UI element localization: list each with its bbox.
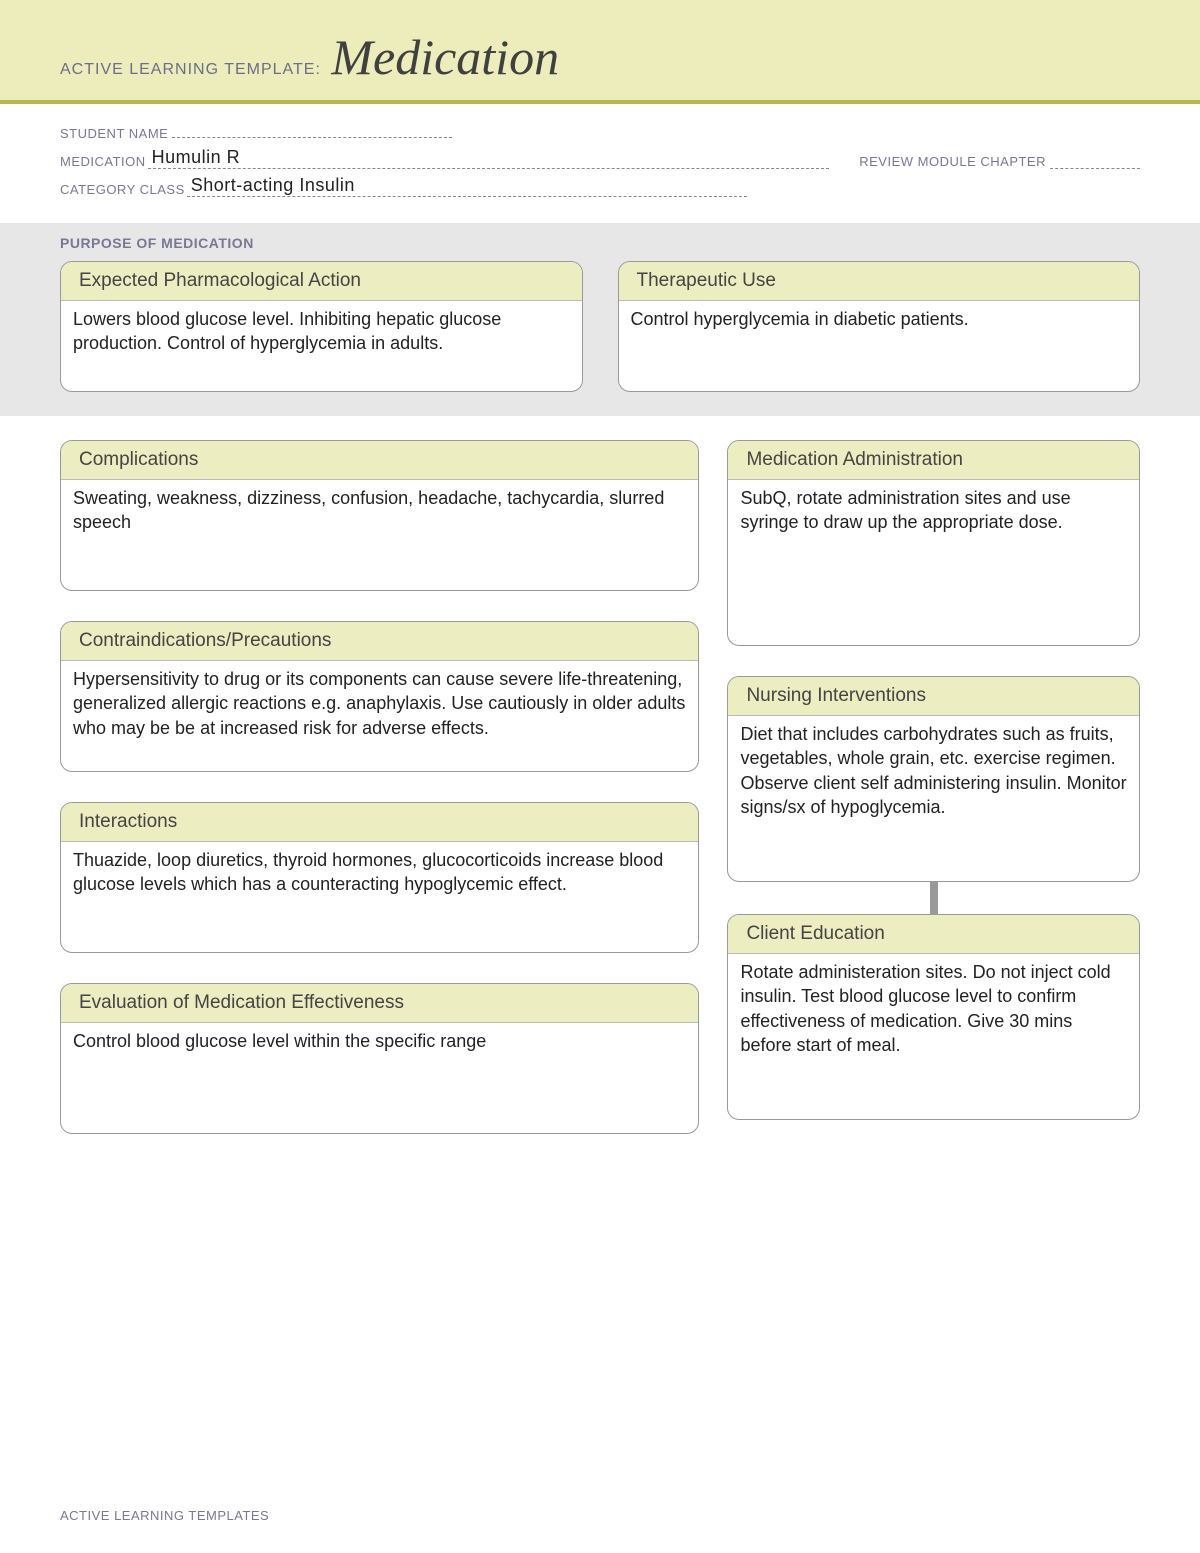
purpose-section: PURPOSE OF MEDICATION Expected Pharmacol… xyxy=(0,223,1200,416)
student-value-line xyxy=(172,137,452,138)
therapeutic-card: Therapeutic Use Control hyperglycemia in… xyxy=(618,261,1141,392)
nursing-card: Nursing Interventions Diet that includes… xyxy=(727,676,1140,882)
complications-body: Sweating, weakness, dizziness, confusion… xyxy=(61,480,698,590)
category-value: Short-acting Insulin xyxy=(187,175,747,197)
therapeutic-title: Therapeutic Use xyxy=(619,262,1140,301)
right-column: Medication Administration SubQ, rotate a… xyxy=(727,440,1140,1134)
contraindications-body: Hypersensitivity to drug or its componen… xyxy=(61,661,698,771)
contraindications-title: Contraindications/Precautions xyxy=(61,622,698,661)
category-row: CATEGORY CLASS Short-acting Insulin xyxy=(60,175,1140,197)
complications-title: Complications xyxy=(61,441,698,480)
student-label: STUDENT NAME xyxy=(60,126,168,141)
administration-card: Medication Administration SubQ, rotate a… xyxy=(727,440,1140,646)
review-value-line xyxy=(1050,155,1140,169)
pharma-title: Expected Pharmacological Action xyxy=(61,262,582,301)
review-label: REVIEW MODULE CHAPTER xyxy=(859,154,1046,169)
interactions-body: Thuazide, loop diuretics, thyroid hormon… xyxy=(61,842,698,952)
medication-value: Humulin R xyxy=(148,147,830,169)
interactions-title: Interactions xyxy=(61,803,698,842)
pharma-card: Expected Pharmacological Action Lowers b… xyxy=(60,261,583,392)
content-grid: Complications Sweating, weakness, dizzin… xyxy=(0,416,1200,1134)
purpose-label: PURPOSE OF MEDICATION xyxy=(60,235,1140,251)
therapeutic-body: Control hyperglycemia in diabetic patien… xyxy=(619,301,1140,391)
nursing-title: Nursing Interventions xyxy=(728,677,1139,716)
education-card: Client Education Rotate administeration … xyxy=(727,914,1140,1120)
category-label: CATEGORY CLASS xyxy=(60,182,185,197)
evaluation-title: Evaluation of Medication Effectiveness xyxy=(61,984,698,1023)
meta-section: STUDENT NAME MEDICATION Humulin R REVIEW… xyxy=(0,104,1200,213)
medication-row: MEDICATION Humulin R REVIEW MODULE CHAPT… xyxy=(60,147,1140,169)
purpose-row: Expected Pharmacological Action Lowers b… xyxy=(60,261,1140,392)
evaluation-card: Evaluation of Medication Effectiveness C… xyxy=(60,983,699,1134)
pharma-body: Lowers blood glucose level. Inhibiting h… xyxy=(61,301,582,391)
template-page: ACTIVE LEARNING TEMPLATE: Medication STU… xyxy=(0,0,1200,1553)
header-prefix: ACTIVE LEARNING TEMPLATE: xyxy=(60,61,321,78)
administration-body: SubQ, rotate administration sites and us… xyxy=(728,480,1139,645)
student-row: STUDENT NAME xyxy=(60,126,1140,141)
evaluation-body: Control blood glucose level within the s… xyxy=(61,1023,698,1133)
header-title: Medication xyxy=(331,29,559,85)
nursing-body: Diet that includes carbohydrates such as… xyxy=(728,716,1139,881)
header-banner: ACTIVE LEARNING TEMPLATE: Medication xyxy=(0,0,1200,104)
left-column: Complications Sweating, weakness, dizzin… xyxy=(60,440,699,1134)
spacer xyxy=(727,646,1140,676)
footer-text: ACTIVE LEARNING TEMPLATES xyxy=(60,1508,269,1523)
complications-card: Complications Sweating, weakness, dizzin… xyxy=(60,440,699,591)
interactions-card: Interactions Thuazide, loop diuretics, t… xyxy=(60,802,699,953)
administration-title: Medication Administration xyxy=(728,441,1139,480)
education-body: Rotate administeration sites. Do not inj… xyxy=(728,954,1139,1119)
education-title: Client Education xyxy=(728,915,1139,954)
connector-line xyxy=(930,882,938,914)
contraindications-card: Contraindications/Precautions Hypersensi… xyxy=(60,621,699,772)
medication-label: MEDICATION xyxy=(60,154,146,169)
